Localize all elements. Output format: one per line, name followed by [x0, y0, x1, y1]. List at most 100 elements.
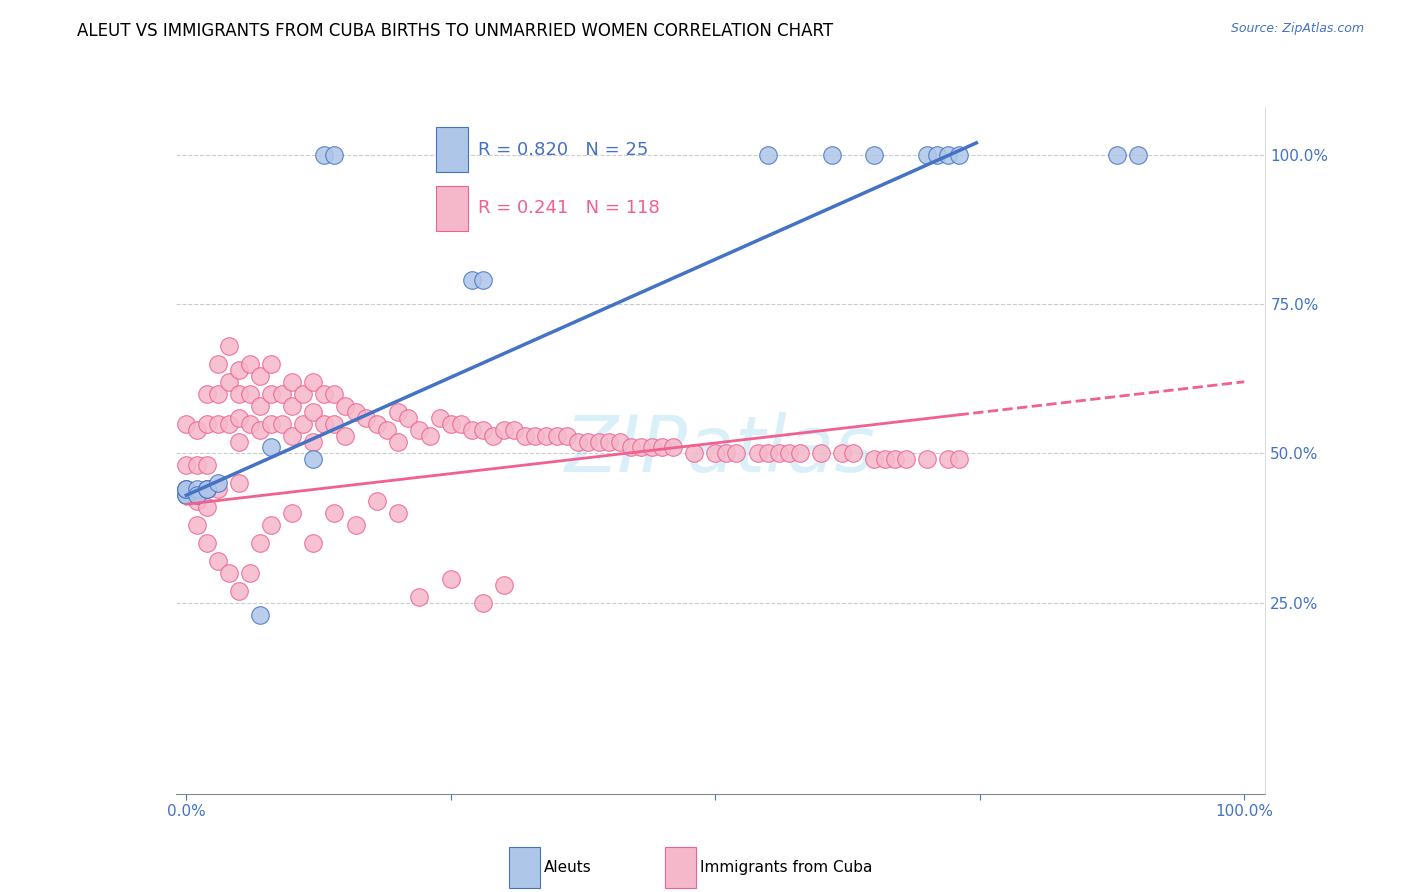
Point [249, 423, 271, 437]
Point [513, 428, 536, 442]
Point [176, 483, 198, 497]
Point [197, 500, 219, 515]
Point [588, 434, 610, 449]
Point [260, 518, 283, 533]
Point [291, 386, 314, 401]
Point [534, 428, 557, 442]
Text: Source: ZipAtlas.com: Source: ZipAtlas.com [1230, 22, 1364, 36]
Point [768, 446, 790, 460]
Point [239, 566, 262, 580]
FancyBboxPatch shape [436, 186, 468, 231]
Text: Aleuts: Aleuts [544, 860, 592, 874]
Point [176, 488, 198, 502]
Point [228, 583, 250, 598]
Point [398, 410, 420, 425]
Point [492, 423, 515, 437]
Point [186, 494, 208, 508]
Point [863, 452, 886, 467]
Point [302, 375, 325, 389]
Point [239, 417, 262, 431]
Point [778, 446, 800, 460]
Text: R = 0.241   N = 118: R = 0.241 N = 118 [478, 200, 659, 218]
Point [576, 434, 599, 449]
Point [228, 434, 250, 449]
Point [344, 518, 367, 533]
Point [408, 590, 430, 604]
Point [1107, 148, 1129, 162]
Point [725, 446, 748, 460]
Point [873, 452, 896, 467]
Point [186, 423, 208, 437]
Point [375, 423, 398, 437]
Point [524, 428, 547, 442]
Point [207, 386, 229, 401]
Point [176, 458, 198, 473]
Point [228, 386, 250, 401]
Point [281, 399, 304, 413]
Point [482, 428, 505, 442]
Point [218, 339, 240, 353]
Point [228, 363, 250, 377]
Point [1128, 148, 1150, 162]
Point [936, 148, 959, 162]
Point [333, 428, 356, 442]
Point [366, 494, 388, 508]
Point [302, 434, 325, 449]
Point [756, 446, 779, 460]
Point [249, 536, 271, 550]
Point [842, 446, 865, 460]
Point [936, 452, 959, 467]
Point [894, 452, 917, 467]
Point [197, 483, 219, 497]
Point [323, 386, 346, 401]
Point [366, 417, 388, 431]
Point [176, 488, 198, 502]
Point [218, 417, 240, 431]
Point [228, 476, 250, 491]
Point [863, 148, 886, 162]
Point [461, 423, 484, 437]
Point [281, 375, 304, 389]
Point [492, 578, 515, 592]
Point [344, 404, 367, 418]
Point [429, 410, 451, 425]
Text: ZIPatlas: ZIPatlas [565, 412, 876, 489]
Point [249, 399, 271, 413]
Point [747, 446, 769, 460]
Point [450, 417, 472, 431]
Point [281, 506, 304, 520]
FancyBboxPatch shape [436, 128, 468, 172]
Point [197, 417, 219, 431]
Point [291, 417, 314, 431]
Point [333, 399, 356, 413]
Point [323, 148, 346, 162]
Point [186, 488, 208, 502]
Point [756, 148, 779, 162]
Point [176, 417, 198, 431]
Point [218, 375, 240, 389]
Point [207, 417, 229, 431]
Point [260, 357, 283, 371]
Point [387, 404, 409, 418]
Point [312, 148, 335, 162]
Point [239, 386, 262, 401]
Point [302, 536, 325, 550]
Point [408, 423, 430, 437]
Point [186, 518, 208, 533]
Point [207, 476, 229, 491]
Point [831, 446, 853, 460]
Point [186, 488, 208, 502]
Point [239, 357, 262, 371]
Point [419, 428, 441, 442]
Point [440, 572, 463, 586]
Point [197, 483, 219, 497]
Point [662, 441, 685, 455]
Point [270, 417, 292, 431]
Point [197, 386, 219, 401]
Point [704, 446, 727, 460]
Point [302, 404, 325, 418]
Point [884, 452, 907, 467]
Point [915, 452, 938, 467]
Point [270, 386, 292, 401]
Point [609, 434, 631, 449]
